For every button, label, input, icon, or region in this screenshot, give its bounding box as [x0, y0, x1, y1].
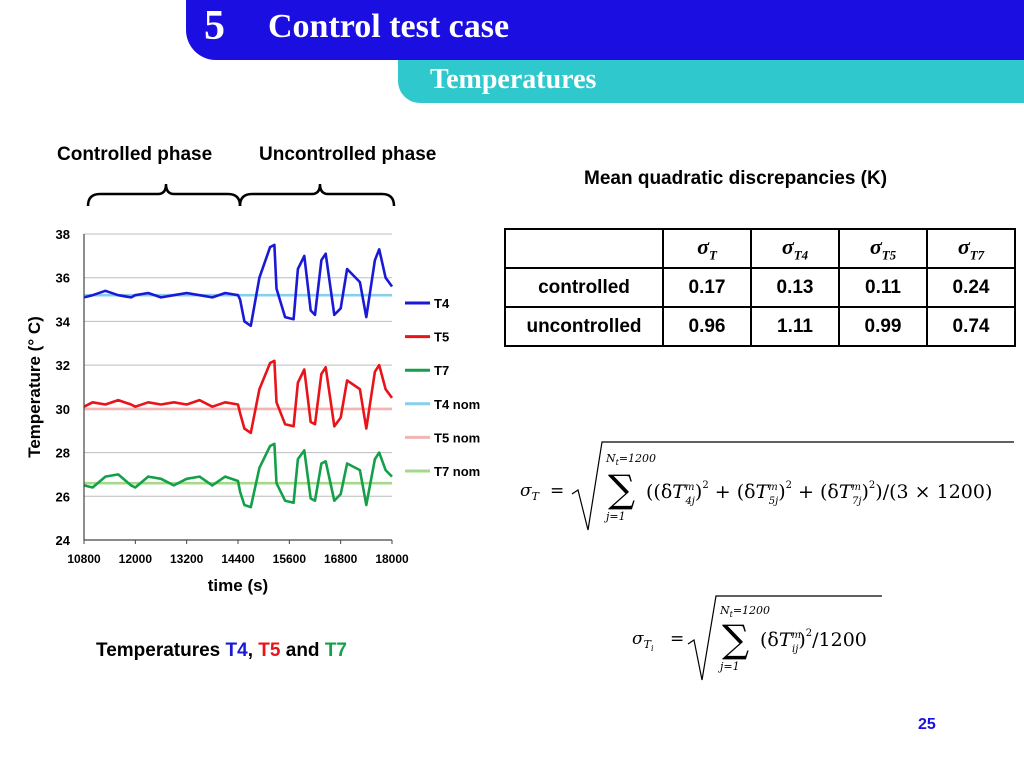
- x-tick-label: 10800: [67, 552, 101, 566]
- section-number: 5: [204, 3, 225, 49]
- series-line-t7: [83, 442, 393, 509]
- series-lines: [83, 243, 394, 509]
- temperature-chart: Temperature (° C) time (s) 24 26 28 30 32 34 3…: [25, 227, 480, 595]
- table-row: controlled 0.17 0.13 0.11 0.24: [504, 267, 1016, 308]
- svg-text:σT: σT: [520, 481, 541, 503]
- table-cell: 0.99: [838, 306, 928, 347]
- x-tick-label: 14400: [221, 552, 255, 566]
- page-number: 25: [918, 716, 936, 733]
- col-header-sigma-t5: σT5: [838, 228, 928, 269]
- sigma-ti-formula: σTi = Nt=1200 ∑ j=1 (δTm ij)2/1200: [632, 595, 882, 681]
- svg-text:Nt=1200: Nt=1200: [605, 452, 656, 467]
- row-label-uncontrolled: uncontrolled: [504, 306, 664, 347]
- series-line-t5: [83, 359, 394, 435]
- chart-caption: Temperatures T4, T5 and T7: [96, 640, 347, 662]
- table-title: Mean quadratic discrepancies (K): [584, 168, 888, 189]
- table-cell: 0.74: [926, 306, 1016, 347]
- table-corner-cell: [504, 228, 664, 269]
- legend: T4 T5 T7 T4 nom T5 nom T7 nom: [405, 296, 480, 479]
- col-header-sigma-t: σT: [662, 228, 752, 269]
- caption-prefix: Temperatures: [96, 640, 226, 661]
- col-header-sigma-t7: σT7: [926, 228, 1016, 269]
- y-tick-label: 30: [56, 402, 70, 417]
- caption-sep1: ,: [247, 640, 259, 661]
- x-tick-label: 12000: [119, 552, 153, 566]
- caption-sep2: and: [280, 640, 325, 661]
- table-row: uncontrolled 0.96 1.11 0.99 0.74: [504, 306, 1016, 347]
- controlled-phase-label: Controlled phase: [57, 144, 213, 165]
- slide-title: Control test case: [268, 8, 510, 45]
- slide-subtitle: Temperatures: [430, 64, 597, 95]
- discrepancy-table: σT σT4 σT5 σT7 controlled 0.17 0.13 0.11…: [504, 228, 1016, 347]
- x-tick-label: 13200: [170, 552, 204, 566]
- y-tick-label: 26: [56, 489, 70, 504]
- row-label-controlled: controlled: [504, 267, 664, 308]
- y-tick-label: 24: [56, 533, 71, 548]
- title-banner: [186, 0, 1024, 60]
- legend-label: T7 nom: [434, 464, 480, 479]
- svg-text:∑: ∑: [722, 617, 749, 661]
- sigma-t-formula: σT = Nt=1200 ∑ j=1 ((δTm 4j)2 + (δTm 5j)2 …: [520, 441, 1014, 531]
- y-tick-label: 38: [56, 227, 70, 242]
- subtitle-banner: [398, 60, 1024, 103]
- x-tick-label: 16800: [324, 552, 358, 566]
- x-tick-label: 18000: [375, 552, 409, 566]
- legend-label: T7: [434, 363, 449, 378]
- uncontrolled-phase-brace: [238, 183, 396, 207]
- y-tick-label: 28: [56, 446, 70, 461]
- uncontrolled-phase-label: Uncontrolled phase: [259, 144, 437, 165]
- y-tick-label: 32: [56, 358, 70, 373]
- caption-t4: T4: [225, 640, 248, 661]
- svg-text:j=1: j=1: [717, 660, 740, 673]
- series-line-t4: [83, 243, 394, 328]
- svg-text:σTi: σTi: [632, 629, 654, 653]
- legend-label: T4 nom: [434, 397, 480, 412]
- table-cell: 0.11: [838, 267, 928, 308]
- x-tick-label: 15600: [273, 552, 307, 566]
- legend-label: T5 nom: [434, 430, 480, 445]
- y-tick-label: 36: [56, 271, 70, 286]
- svg-text:=: =: [670, 629, 684, 649]
- table-cell: 0.13: [750, 267, 840, 308]
- table-header-row: σT σT4 σT5 σT7: [504, 228, 1016, 269]
- y-axis-label: Temperature (° C): [25, 316, 44, 458]
- table-cell: 0.24: [926, 267, 1016, 308]
- phase-braces: [86, 183, 396, 207]
- svg-text:=: =: [550, 481, 564, 501]
- x-axis-label: time (s): [208, 576, 268, 595]
- legend-label: T4: [434, 296, 450, 311]
- y-tick-label: 34: [56, 314, 71, 329]
- svg-text:j=1: j=1: [603, 510, 626, 523]
- caption-t7: T7: [324, 640, 347, 661]
- caption-t5: T5: [258, 640, 281, 661]
- col-header-sigma-t4: σT4: [750, 228, 840, 269]
- controlled-phase-brace: [86, 183, 242, 207]
- svg-text:∑: ∑: [608, 467, 635, 511]
- table-cell: 1.11: [750, 306, 840, 347]
- axes: Temperature (° C) time (s) 24 26 28 30 32 34 3…: [25, 227, 409, 595]
- table-cell: 0.96: [662, 306, 752, 347]
- legend-label: T5: [434, 330, 449, 345]
- table-cell: 0.17: [662, 267, 752, 308]
